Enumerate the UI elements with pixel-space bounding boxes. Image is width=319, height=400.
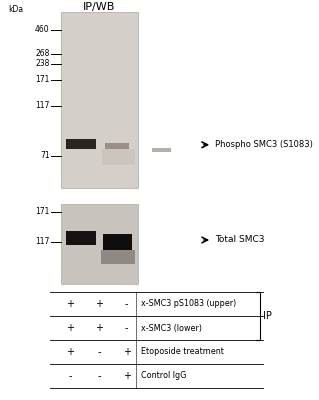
Text: 117: 117	[35, 102, 49, 110]
Bar	[66, 231, 96, 245]
Text: +: +	[123, 347, 131, 357]
Bar	[61, 12, 138, 188]
Text: +: +	[95, 323, 103, 333]
Text: 268: 268	[35, 50, 49, 58]
Bar	[105, 143, 130, 149]
Text: +: +	[123, 371, 131, 381]
Text: +: +	[66, 347, 74, 357]
Text: -: -	[125, 299, 129, 309]
Text: 117: 117	[35, 238, 49, 246]
Text: Phospho SMC3 (S1083): Phospho SMC3 (S1083)	[215, 140, 313, 149]
Bar	[103, 234, 132, 250]
Bar	[66, 139, 96, 149]
Text: 71: 71	[40, 152, 49, 160]
Text: -: -	[97, 371, 101, 381]
Text: x-SMC3 pS1083 (upper): x-SMC3 pS1083 (upper)	[140, 300, 236, 308]
Text: x-SMC3 (lower): x-SMC3 (lower)	[140, 324, 202, 332]
Text: -: -	[97, 347, 101, 357]
Text: Etoposide treatment: Etoposide treatment	[140, 348, 223, 356]
Bar	[152, 148, 171, 152]
Text: 171: 171	[35, 76, 49, 84]
Text: -: -	[69, 371, 72, 381]
Bar	[100, 250, 135, 264]
Text: Total SMC3: Total SMC3	[215, 236, 264, 244]
Text: +: +	[66, 299, 74, 309]
Bar	[102, 149, 135, 165]
Text: IP/WB: IP/WB	[83, 2, 115, 12]
Text: +: +	[66, 323, 74, 333]
Text: kDa: kDa	[8, 5, 23, 14]
Text: -: -	[125, 323, 129, 333]
Text: IP: IP	[263, 311, 272, 321]
Text: 238: 238	[35, 60, 49, 68]
Bar	[61, 204, 138, 284]
Text: 171: 171	[35, 208, 49, 216]
Text: 460: 460	[35, 26, 49, 34]
Text: +: +	[95, 299, 103, 309]
Text: Control IgG: Control IgG	[140, 372, 186, 380]
